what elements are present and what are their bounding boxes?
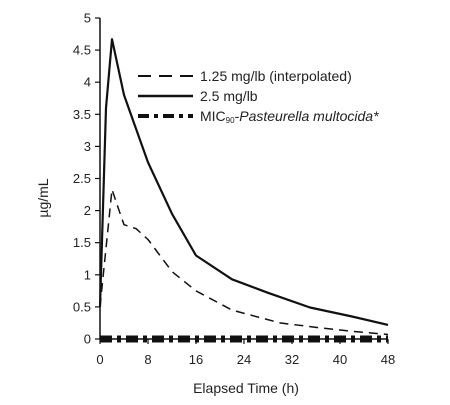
legend-label-mic-subscript: 90 (226, 116, 235, 125)
y-axis-title: µg/mL (35, 178, 51, 217)
y-tick-label: 0.5 (73, 299, 91, 314)
legend-label-mic-dash: - (235, 108, 240, 124)
x-tick-label: 0 (96, 352, 103, 367)
concentration-series-layer (98, 38, 389, 336)
y-tick-label: 4.5 (73, 43, 91, 58)
series-line-2-5-mg-lb (98, 38, 389, 326)
y-tick-label: 0 (84, 332, 91, 347)
x-tick-label: 8 (144, 352, 151, 367)
tick-labels: 0 0.5 1 1.5 2 2.5 3 3.5 4 4.5 5 0 8 16 24 32 40 48 (73, 11, 395, 368)
y-tick-label: 3 (84, 139, 91, 154)
legend-label-2-5-mg-lb: 2.5 mg/lb (200, 88, 258, 104)
y-tick-label: 2.5 (73, 171, 91, 186)
series-line-1-25-mg-lb (99, 188, 389, 336)
legend-label-mic-organism: Pasteurella multocida* (239, 108, 379, 124)
legend-label-mic90: MIC90-Pasteurella multocida* (200, 108, 379, 125)
legend-label-1-25-mg-lb: 1.25 mg/lb (interpolated) (200, 68, 352, 84)
axes (95, 17, 389, 344)
y-tick-label: 5 (84, 11, 91, 26)
x-axis-title: Elapsed Time (h) (193, 380, 299, 396)
y-tick-label: 1 (84, 267, 91, 282)
y-tick-label: 1.5 (73, 235, 91, 250)
x-tick-label: 40 (333, 352, 347, 367)
x-tick-label: 48 (381, 352, 395, 367)
x-tick-label: 32 (285, 352, 299, 367)
y-tick-label: 4 (84, 75, 91, 90)
y-tick-label: 3.5 (73, 107, 91, 122)
x-tick-label: 16 (189, 352, 203, 367)
legend: 1.25 mg/lb (interpolated) 2.5 mg/lb MIC9… (138, 68, 379, 125)
legend-label-mic-prefix: MIC (200, 108, 226, 124)
y-tick-label: 2 (84, 203, 91, 218)
x-tick-label: 24 (237, 352, 251, 367)
